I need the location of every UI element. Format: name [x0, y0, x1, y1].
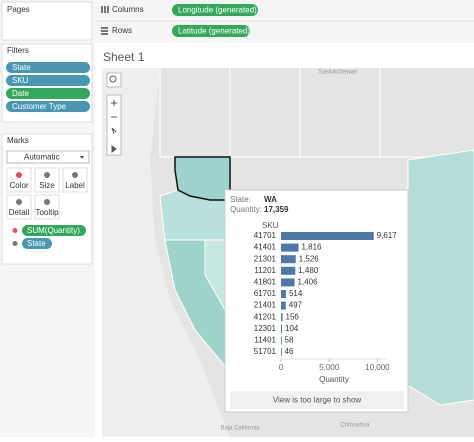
- bar: [281, 232, 374, 240]
- rows-pill-text: Latitude (generated): [178, 27, 250, 36]
- mark-button-label: Size: [39, 181, 55, 190]
- rows-label: Rows: [112, 26, 132, 35]
- category-label: 41201: [254, 312, 277, 321]
- filter-pill-text: SKU: [12, 76, 29, 85]
- map-label: Baja California: [220, 426, 260, 432]
- marks-title: Marks: [7, 136, 29, 145]
- marks-pill[interactable]: [22, 238, 52, 249]
- mark-type-dropdown[interactable]: [6, 150, 90, 164]
- mark-type: Automatic: [24, 153, 60, 162]
- marks-pill-text: State: [27, 239, 46, 248]
- value-label: 104: [285, 324, 299, 333]
- x-tick-label: 0: [279, 363, 284, 372]
- marks-pill[interactable]: [22, 225, 86, 236]
- pill-icon: [12, 241, 18, 246]
- mark-button-label: Color: [9, 181, 28, 190]
- mark-button-icon: [16, 172, 22, 178]
- columns-label: Columns: [112, 5, 144, 14]
- mark-button-icon: [16, 199, 22, 205]
- value-label: 46: [284, 347, 293, 356]
- pill-icon: [12, 228, 18, 233]
- tooltip-quantity-label: Quantity:: [230, 205, 262, 214]
- mark-button-icon: [72, 172, 78, 178]
- mark-button-icon: [44, 172, 50, 178]
- sheet-title: Sheet 1: [103, 50, 145, 64]
- x-axis-title: Quantity: [319, 375, 349, 384]
- x-tick-label: 5,000: [319, 363, 340, 372]
- tooltip-state-label: State:: [230, 195, 251, 204]
- mark-button-label: Label: [65, 181, 85, 190]
- x-tick-label: 10,000: [365, 363, 390, 372]
- tooltip-footer: [230, 391, 404, 409]
- search-button[interactable]: [106, 72, 122, 88]
- search-icon: [109, 75, 117, 83]
- border-lines: [159, 68, 474, 158]
- pages-title: Pages: [7, 5, 30, 14]
- map-label: Saskatchewan: [318, 70, 357, 76]
- category-label: 61701: [254, 289, 277, 298]
- filter-pill-text: State: [12, 63, 31, 72]
- zoom-buttons[interactable]: [106, 94, 122, 156]
- filter-pill-text: Date: [12, 89, 29, 98]
- value-label: 1,406: [298, 278, 319, 287]
- category-label: 12301: [254, 324, 277, 333]
- rows-icon: [101, 27, 108, 35]
- category-label: 41701: [254, 231, 277, 240]
- filter-pill-text: Customer Type: [12, 102, 67, 111]
- filters-title: Filters: [7, 46, 29, 55]
- tooltip: [224, 189, 409, 413]
- toolbar-icons: [111, 100, 117, 153]
- filter-pill[interactable]: [6, 101, 90, 112]
- ocean: [102, 68, 230, 437]
- category-label: 11401: [254, 336, 276, 345]
- map-label: Chihuahua: [340, 423, 370, 429]
- bar: [281, 243, 299, 252]
- mark-button-icon: [44, 199, 50, 205]
- category-label: 41801: [254, 278, 277, 287]
- bar: [281, 278, 295, 287]
- category-label: 21401: [254, 301, 277, 310]
- columns-pill[interactable]: [172, 4, 258, 16]
- filter-pill[interactable]: [6, 88, 90, 99]
- value-label: 58: [285, 336, 294, 345]
- category-label: 11201: [254, 266, 276, 275]
- value-label: 497: [289, 301, 303, 310]
- tooltip-footer-text: View is too large to show: [273, 396, 362, 405]
- columns-icon: [101, 6, 109, 13]
- tooltip-quantity: 17,359: [264, 205, 289, 214]
- filter-pill[interactable]: [6, 62, 90, 73]
- bar: [281, 255, 296, 264]
- state-wa: [174, 156, 231, 201]
- bar: [281, 266, 296, 275]
- category-label: 21301: [254, 254, 277, 263]
- columns-pill-text: Longitude (generated): [178, 6, 257, 15]
- value-label: 1,480: [298, 266, 319, 275]
- dropdown-arrow: [80, 156, 84, 159]
- category-label: 41401: [254, 243, 277, 252]
- category-header: SKU: [262, 221, 279, 230]
- pages-card: [1, 1, 93, 41]
- bar: [281, 324, 283, 333]
- mark-button-label: Detail: [9, 208, 30, 217]
- mark-button-label: Tooltip: [35, 208, 59, 217]
- value-label: 1,816: [301, 243, 322, 252]
- state-region: [407, 149, 474, 406]
- filter-pill[interactable]: [6, 75, 90, 86]
- value-label: 9,617: [377, 231, 398, 240]
- value-label: 156: [286, 312, 300, 321]
- bar: [281, 301, 286, 310]
- bar: [281, 336, 282, 345]
- category-label: 51701: [254, 347, 277, 356]
- value-label: 514: [289, 289, 303, 298]
- bar: [281, 313, 283, 322]
- rows-pill[interactable]: [172, 25, 250, 37]
- marks-pill-text: SUM(Quantity): [27, 226, 80, 235]
- bar: [281, 290, 286, 298]
- tooltip-state: WA: [264, 195, 277, 204]
- map-toolbar: [106, 72, 122, 156]
- value-label: 1,526: [299, 254, 320, 263]
- mark-button[interactable]: [34, 194, 60, 220]
- bar: [281, 348, 282, 356]
